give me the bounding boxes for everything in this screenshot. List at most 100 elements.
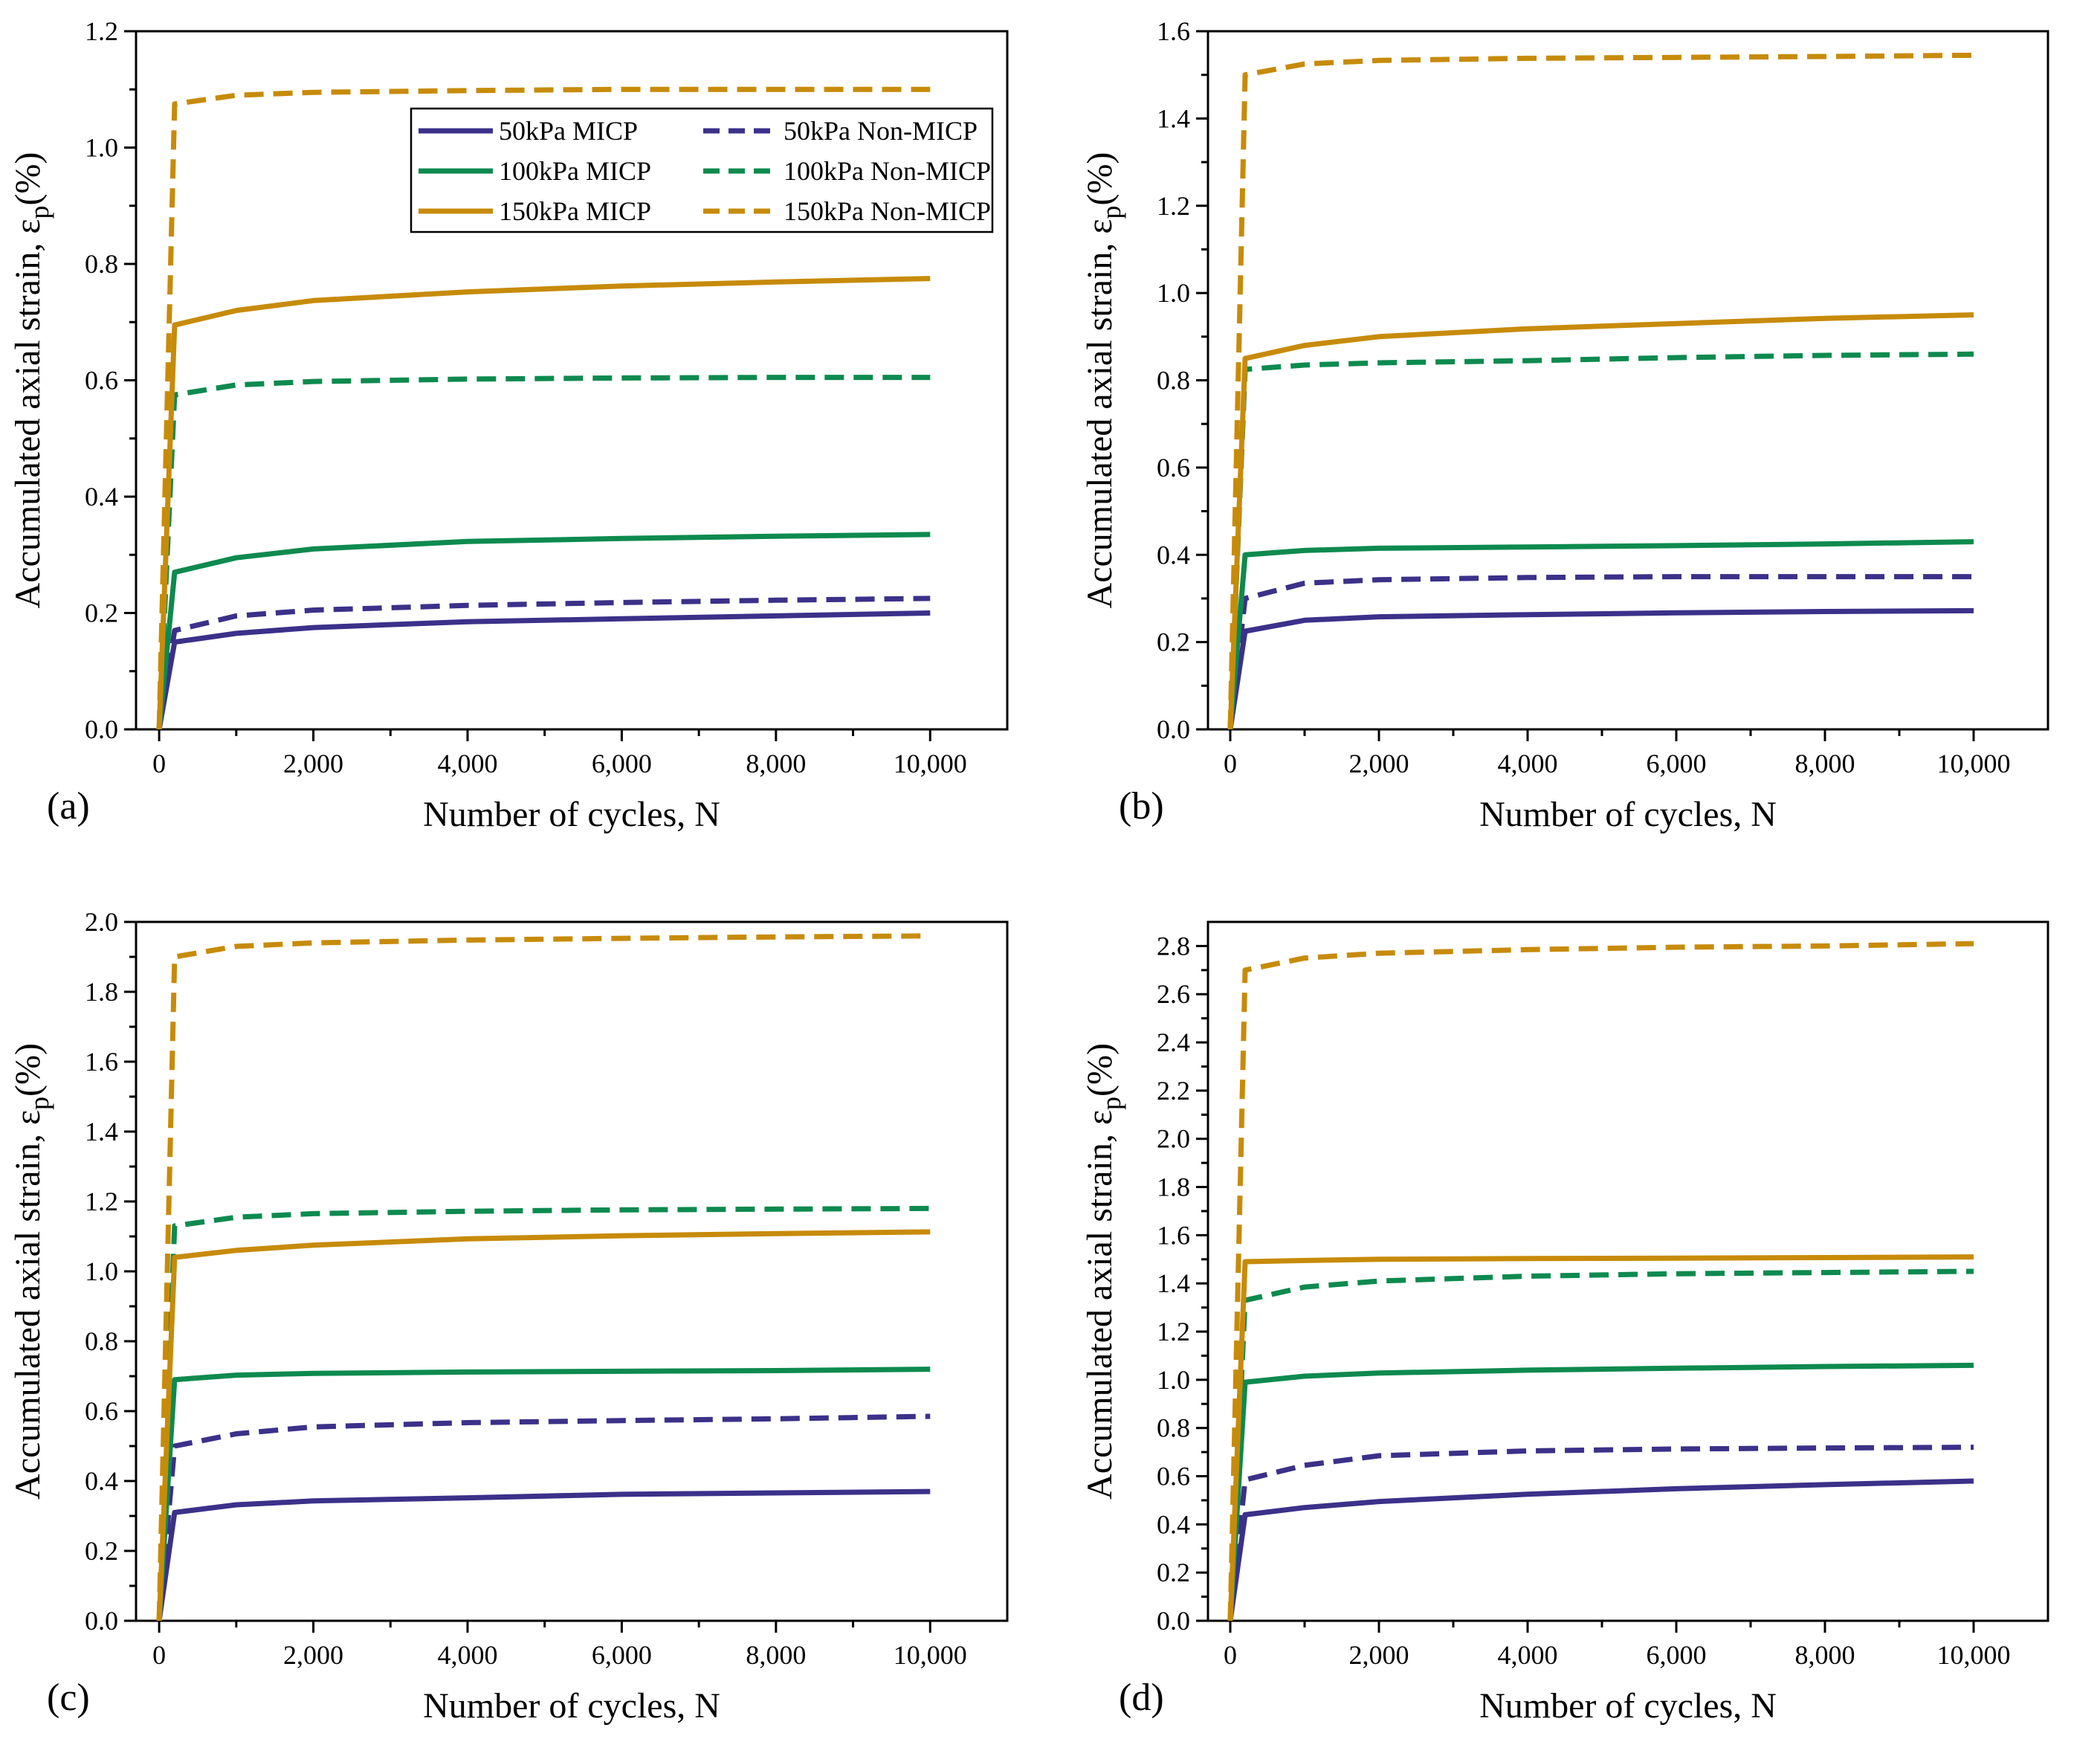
x-tick-label: 10,000 [1937,1640,2011,1670]
series-line-50kpa-non-micp [156,1413,931,1621]
y-axis-label-unit: (%) [8,1043,48,1097]
y-tick-label: 0.8 [1157,1413,1190,1443]
legend-entry: 100kPa MICP [499,156,651,186]
y-tick-label: 0.6 [1157,1462,1190,1491]
y-tick-label: 1.2 [85,16,118,46]
y-tick-label: 2.0 [1157,1124,1190,1154]
series-group [156,86,931,729]
x-tick-label: 10,000 [894,1640,967,1670]
series-group [1227,941,1974,1621]
y-tick-label: 0.8 [1157,366,1190,396]
x-tick-label: 8,000 [746,749,806,778]
y-axis-label-unit: (%) [1080,152,1120,206]
y-tick-label: 1.4 [1157,1268,1190,1298]
y-tick-label: 0.6 [1157,453,1190,483]
x-tick-label: 8,000 [746,1640,806,1670]
y-axis-label-subscript: p [25,205,54,219]
series-line-50kpa-non-micp [156,596,931,729]
y-tick-label: 0.6 [85,1396,118,1426]
y-axis-label-main: Accumulated axial strain, ε [8,1110,48,1500]
panels: 0 2,000 4,000 6,000 8,000 10,000 0.0 0.2 0.4 0.6 0… [8,16,2049,1726]
y-tick-label: 2.8 [1157,931,1190,961]
y-axis-label-unit: (%) [8,152,48,206]
series-line-100kpa-micp [1227,539,1974,729]
series-line-150kpa-non-micp [156,86,931,729]
x-tick-label: 4,000 [437,1640,497,1670]
y-tick-label: 0.6 [85,366,118,396]
series-line-100kpa-micp [156,1367,931,1621]
series-line-100kpa-micp [1227,1362,1974,1621]
series-line-100kpa-non-micp [156,1205,931,1621]
y-tick-label: 0.4 [85,1466,118,1496]
y-tick-label: 0.4 [1157,1509,1190,1539]
panel-label: (c) [47,1677,90,1719]
series-line-50kpa-micp [156,1488,931,1621]
series-line-150kpa-micp [156,1229,931,1621]
series-line-50kpa-micp [1227,607,1974,729]
x-tick-label: 2,000 [1349,1640,1409,1670]
series-line-150kpa-non-micp [1227,941,1974,1621]
series-line-100kpa-micp [156,532,931,729]
legend-entry: 50kPa MICP [499,116,638,146]
y-tick-label: 2.6 [1157,979,1190,1009]
x-tick-label: 2,000 [283,1640,343,1670]
legend-entry: 150kPa Non-MICP [784,196,991,226]
y-tick-label: 1.6 [85,1047,118,1077]
legend-box [410,107,994,233]
y-tick-label: 1.2 [85,1187,118,1216]
legend-entry: 100kPa Non-MICP [784,156,991,186]
y-tick-label: 1.4 [1157,103,1190,133]
series-line-100kpa-non-micp [1227,1268,1974,1621]
y-tick-label: 0.0 [1157,1606,1190,1636]
y-tick-label: 0.2 [85,599,118,628]
y-axis-label: Accumulated axial strain, εp(%) [1080,1043,1126,1500]
legend-entry: 50kPa Non-MICP [784,116,978,146]
x-tick-label: 4,000 [437,749,497,778]
x-tick-label: 0 [1224,1640,1237,1670]
x-axis-label: Number of cycles, N [423,795,720,834]
x-tick-label: 6,000 [1647,1640,1707,1670]
series-group [156,933,931,1621]
series-line-100kpa-non-micp [1227,351,1974,729]
x-tick-label: 8,000 [1795,1640,1855,1670]
series-line-50kpa-non-micp [1227,1445,1974,1621]
panel-label: (b) [1119,785,1164,827]
y-tick-label: 1.0 [85,1256,118,1286]
x-tick-label: 4,000 [1498,1640,1558,1670]
y-axis-label: Accumulated axial strain, εp(%) [8,152,54,609]
y-axis-label-main: Accumulated axial strain, ε [1080,1110,1120,1500]
x-tick-label: 8,000 [1795,749,1855,778]
x-tick-label: 6,000 [592,1640,652,1670]
y-tick-label: 0.4 [85,482,118,512]
y-tick-label: 1.8 [85,977,118,1007]
panel-label: (d) [1119,1677,1164,1719]
y-axis-label-subscript: p [1096,205,1126,219]
y-tick-label: 1.2 [1157,1317,1190,1346]
y-tick-label: 0.4 [1157,540,1190,570]
y-tick-label: 0.8 [85,249,118,279]
series-line-150kpa-non-micp [156,933,931,1621]
y-tick-label: 0.8 [85,1326,118,1356]
y-axis-label: Accumulated axial strain, εp(%) [8,1043,54,1500]
x-tick-label: 0 [1224,749,1237,778]
y-axis-label-subscript: p [25,1097,54,1110]
series-line-50kpa-micp [156,610,931,729]
y-tick-label: 2.0 [85,907,118,937]
x-tick-label: 0 [152,1640,166,1670]
y-tick-label: 1.0 [85,133,118,163]
series-line-50kpa-micp [1227,1478,1974,1621]
x-tick-label: 10,000 [894,749,967,778]
y-axis-label: Accumulated axial strain, εp(%) [1080,152,1126,609]
series-line-100kpa-non-micp [156,375,931,729]
y-tick-label: 0.0 [85,714,118,744]
x-tick-label: 0 [152,749,166,778]
x-tick-label: 4,000 [1498,749,1558,778]
y-tick-label: 1.0 [1157,278,1190,308]
series-line-150kpa-micp [1227,1254,1974,1621]
x-tick-label: 6,000 [592,749,652,778]
y-axis-label-main: Accumulated axial strain, ε [8,219,48,608]
y-tick-label: 1.0 [1157,1365,1190,1395]
y-axis-label-subscript: p [1096,1097,1126,1110]
chart-panel-d: 0 2,000 4,000 6,000 8,000 10,000 0.0 0.2 0.4 0.6 0… [1080,920,2049,1726]
